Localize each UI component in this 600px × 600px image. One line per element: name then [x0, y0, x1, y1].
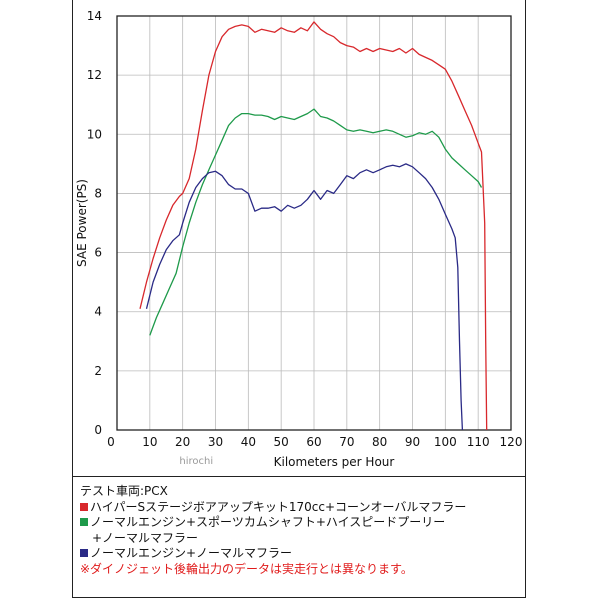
- x-tick-label: 120: [500, 435, 523, 449]
- x-tick-labels: 0 10 20 30 40 50 60 70 80 90 100 110 120: [107, 435, 522, 449]
- x-axis-label: Kilometers per Hour: [274, 455, 395, 469]
- y-tick-label: 2: [94, 364, 102, 378]
- legend-text: ノーマルエンジン+ノーマルマフラー: [90, 546, 293, 560]
- x-tick-label: 30: [208, 435, 223, 449]
- legend-swatch-red: [80, 502, 88, 511]
- legend-item-green: ノーマルエンジン+スポーツカムシャフト+ハイスピードプーリー: [80, 515, 520, 531]
- test-vehicle-label: テスト車両:PCX: [80, 484, 168, 498]
- x-tick-label: 90: [405, 435, 420, 449]
- x-tick-label: 100: [434, 435, 457, 449]
- x-tick-label: 80: [372, 435, 387, 449]
- x-tick-label: 40: [241, 435, 256, 449]
- notes-panel: テスト車両:PCX ハイパーSステージボアアップキット170cc+コーンオーバル…: [80, 484, 520, 577]
- x-tick-label: 50: [274, 435, 289, 449]
- x-tick-label: 60: [306, 435, 321, 449]
- series-line-1: [139, 21, 488, 431]
- y-tick-label: 14: [87, 9, 102, 23]
- y-tick-label: 10: [87, 127, 102, 141]
- series-line-3: [145, 163, 464, 431]
- y-tick-label: 4: [94, 305, 102, 319]
- legend-text: ハイパーSステージボアアップキット170cc+コーンオーバルマフラー: [90, 499, 467, 514]
- x-tick-label: 70: [339, 435, 354, 449]
- legend-item-blue: ノーマルエンジン+ノーマルマフラー: [80, 546, 520, 562]
- x-tick-label: 10: [142, 435, 157, 449]
- y-tick-label: 8: [94, 186, 102, 200]
- y-tick-label: 12: [87, 68, 102, 82]
- y-tick-label: 0: [94, 423, 102, 437]
- legend-item-green-continued: +ノーマルマフラー: [80, 531, 520, 547]
- figure-frame: [72, 0, 526, 598]
- x-tick-label: 110: [467, 435, 490, 449]
- notes-separator: [72, 476, 526, 477]
- legend-swatch-green: [80, 518, 88, 526]
- legend-item-red: ハイパーSステージボアアップキット170cc+コーンオーバルマフラー: [80, 500, 520, 516]
- series-line-2: [149, 108, 483, 336]
- grid: [116, 15, 512, 431]
- series-lines: [139, 21, 488, 431]
- y-tick-labels: 0 2 4 6 8 10 12 14: [87, 9, 102, 437]
- x-tick-label: 20: [175, 435, 190, 449]
- legend-text: +ノーマルマフラー: [92, 530, 199, 545]
- watermark: hirochi: [179, 456, 213, 467]
- legend-swatch-blue: [80, 549, 88, 557]
- plot-border: [116, 15, 512, 431]
- y-axis-label: SAE Power(PS): [75, 179, 89, 267]
- x-tick-label: 0: [107, 435, 115, 449]
- legend-text: ノーマルエンジン+スポーツカムシャフト+ハイスピードプーリー: [90, 515, 446, 529]
- y-tick-label: 6: [94, 246, 102, 260]
- power-chart: 0 2 4 6 8 10 12 14 0 10 20 30 40 50 60 70 80 90 100 110 120…: [75, 9, 522, 469]
- disclaimer-note: ※ダイノジェット後輪出力のデータは実走行とは異なります。: [80, 561, 413, 576]
